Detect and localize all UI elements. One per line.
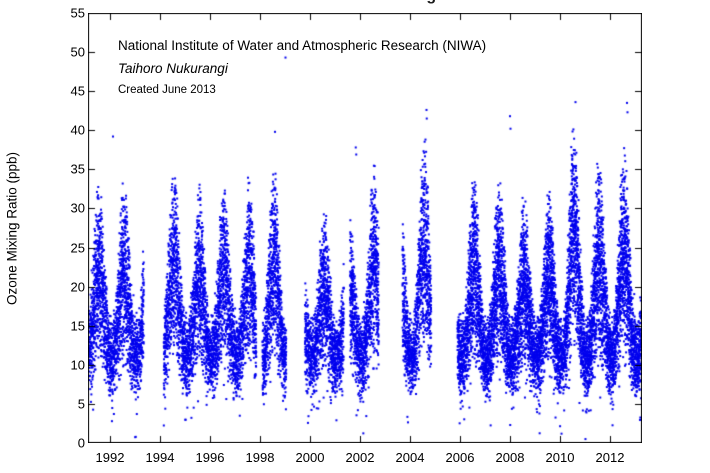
x-tick-label: 2000 xyxy=(295,450,325,465)
y-tick-label: 50 xyxy=(70,44,85,60)
x-tick-label: 1998 xyxy=(245,450,275,465)
y-tick-label: 30 xyxy=(70,200,85,216)
y-tick-label: 0 xyxy=(77,435,85,451)
x-tick-label: 2010 xyxy=(545,450,575,465)
y-tick-label: 10 xyxy=(70,357,85,373)
x-tick-label: 1992 xyxy=(95,450,125,465)
annotation-niwa: National Institute of Water and Atmosphe… xyxy=(118,38,487,53)
x-tick-label: 2006 xyxy=(445,450,475,465)
x-tick-label: 2008 xyxy=(495,450,525,465)
y-tick-label: 35 xyxy=(70,161,85,177)
y-tick-label: 55 xyxy=(70,5,85,21)
y-tick-label: 25 xyxy=(70,240,85,256)
x-tick-label: 2002 xyxy=(345,450,375,465)
y-tick-label: 40 xyxy=(70,122,85,138)
x-tick-label: 1996 xyxy=(195,450,225,465)
annotation-created-date: Created June 2013 xyxy=(118,84,216,96)
y-tick-label: 15 xyxy=(70,318,85,334)
y-axis-label: Ozone Mixing Ratio (ppb) xyxy=(4,151,20,306)
y-tick-label: 5 xyxy=(77,396,85,412)
x-tick-label: 2004 xyxy=(395,450,425,465)
x-tick-label: 1994 xyxy=(145,450,175,465)
x-tick-label: 2012 xyxy=(595,450,625,465)
scatter-plot-canvas xyxy=(88,13,642,443)
y-tick-label: 20 xyxy=(70,279,85,295)
y-tick-label: 45 xyxy=(70,83,85,99)
annotation-taihoro-nukurangi: Taihoro Nukurangi xyxy=(118,61,228,76)
chart-title: Surface Ozone at Baring Head xyxy=(88,0,642,5)
